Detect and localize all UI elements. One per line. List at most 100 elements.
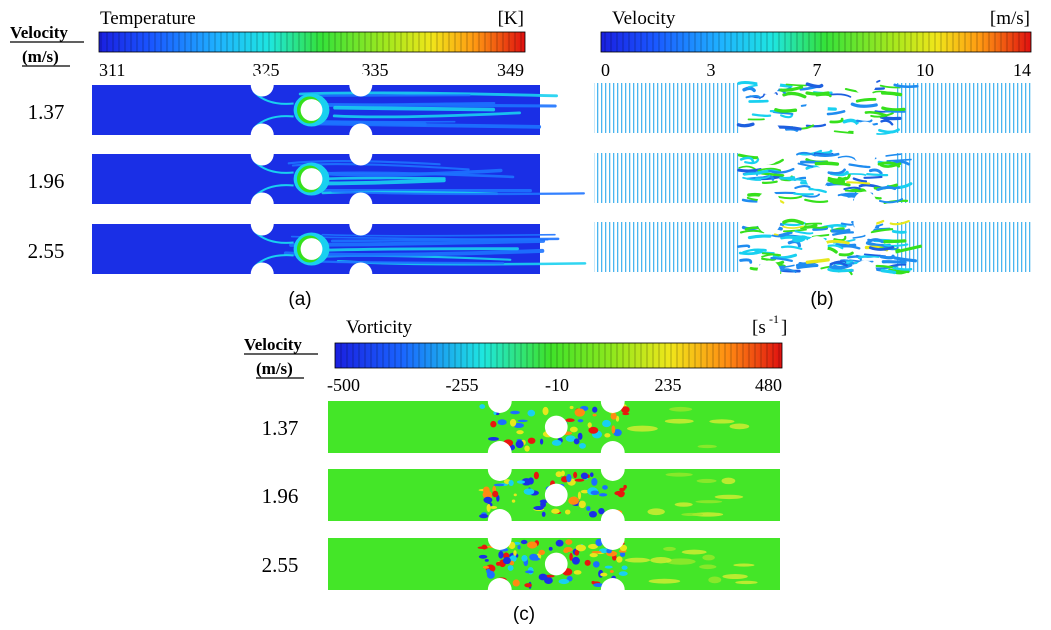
vortex-blob [528,477,534,485]
velocity-vector [847,255,862,261]
velocity-vector [782,225,804,229]
velocity-cylinder-obstacle-icon-1 [757,121,781,145]
velocity-vector [829,117,844,124]
vortex-blob [486,570,495,579]
vortex-streak [699,564,717,570]
velocity-vector [891,229,907,234]
vortex-blob [611,425,616,434]
velocity-vector [866,173,889,177]
vortex-blob [524,445,530,452]
vortex-blob [551,508,560,514]
thermal-wake [325,168,503,177]
velocity-vector [877,161,901,168]
velocity-cylinder-obstacle-icon-3 [853,71,877,95]
velocity-cylinder-obstacle-icon-2 [805,167,828,189]
velocity-row-label: 1.96 [28,169,65,193]
vortex-blob [587,543,598,550]
vortex-blob [520,539,528,545]
velocity-vector [801,193,821,198]
vortex-blob [591,478,598,486]
vorticity-colorbar-frame [334,342,783,369]
vortex-blob [492,490,499,498]
velocity-vector-field-3 [594,210,1031,284]
vortex-blob [593,583,604,588]
vortex-blob [521,555,528,562]
temperature-cylinder-obstacle-icon-1 [250,123,274,147]
vortex-blob [604,565,613,569]
vortex-blob [613,429,622,437]
velocity-vector [827,176,848,182]
velocity-vector [776,125,802,131]
vortex-blob [527,437,536,444]
velocity-vector [743,172,762,176]
vorticity-cylinder-obstacle-icon-3 [600,457,625,481]
vorticity-cylinder-obstacle-icon-0 [487,526,512,550]
velocity-vector [742,86,756,93]
vorticity-colorbar-title: Vorticity [346,317,413,338]
vortex-blob [558,578,570,585]
vortex-streak [666,558,696,565]
velocity-vector [827,168,846,175]
thermal-wake [332,111,521,119]
thermal-wake [330,237,560,243]
velocity-tick-label: 10 [916,60,934,80]
vortex-blob [578,500,586,509]
vortex-blob [542,406,549,416]
thermal-wake [313,94,471,97]
vorticity-colorbar-bands [335,343,782,368]
velocity-tick-label: 3 [707,60,716,80]
vortex-blob [588,510,597,518]
velocity-cylinder-obstacle-icon-3 [853,210,877,234]
velocity-vector [760,171,785,177]
vortex-blob [589,472,594,478]
velocity-vector [868,245,895,251]
vortex-blob [555,471,563,478]
velocity-vector [782,218,805,225]
vorticity-cylinder-obstacle-icon-2 [544,552,568,576]
vortex-streak [624,557,651,563]
vortex-blob [498,551,504,559]
temperature-cylinder-obstacle-icon-2 [300,168,323,190]
vortex-blob [588,426,599,434]
temperature-contour-2 [92,142,585,216]
vortex-blob [591,550,602,554]
velocity-vector [739,258,753,264]
velocity-vector [736,122,755,128]
velocity-vector [736,244,751,248]
vortex-blob [615,415,620,422]
velocity-header: Velocity [244,335,302,354]
vortex-blob [564,509,571,515]
velocity-unit-header: (m/s) [256,359,293,378]
vortex-blob [510,410,520,415]
vortex-streak [708,576,722,584]
velocity-vector [738,250,763,256]
temperature-cylinder-obstacle-icon-1 [250,262,274,286]
velocity-vector [805,91,830,96]
vortex-blob [622,412,630,416]
vortex-blob [609,570,614,573]
vortex-streak [722,574,748,580]
velocity-vector [774,108,798,113]
velocity-vector-field-1 [594,71,1031,145]
velocity-vector [768,167,795,174]
vortex-blob [577,491,582,500]
velocity-vector [814,161,840,166]
velocity-vector-field-2 [594,141,1031,215]
vortex-blob [571,556,580,565]
velocity-vector [780,245,803,250]
velocity-vector [794,185,811,190]
temperature-cylinder-obstacle-icon-2 [300,99,323,121]
vortex-streak [681,512,704,517]
vortex-blob [511,499,516,503]
vorticity-tick-label: -500 [327,375,360,395]
vortex-blob [477,546,489,550]
vortex-blob [573,438,580,445]
velocity-vector [833,264,846,269]
temperature-tick-label: 349 [497,60,524,80]
thermal-wake [331,190,585,196]
vortex-blob [565,418,575,423]
vortex-blob [569,426,578,433]
vortex-blob [565,435,576,442]
vortex-streak [733,563,755,567]
velocity-vector [830,93,852,98]
